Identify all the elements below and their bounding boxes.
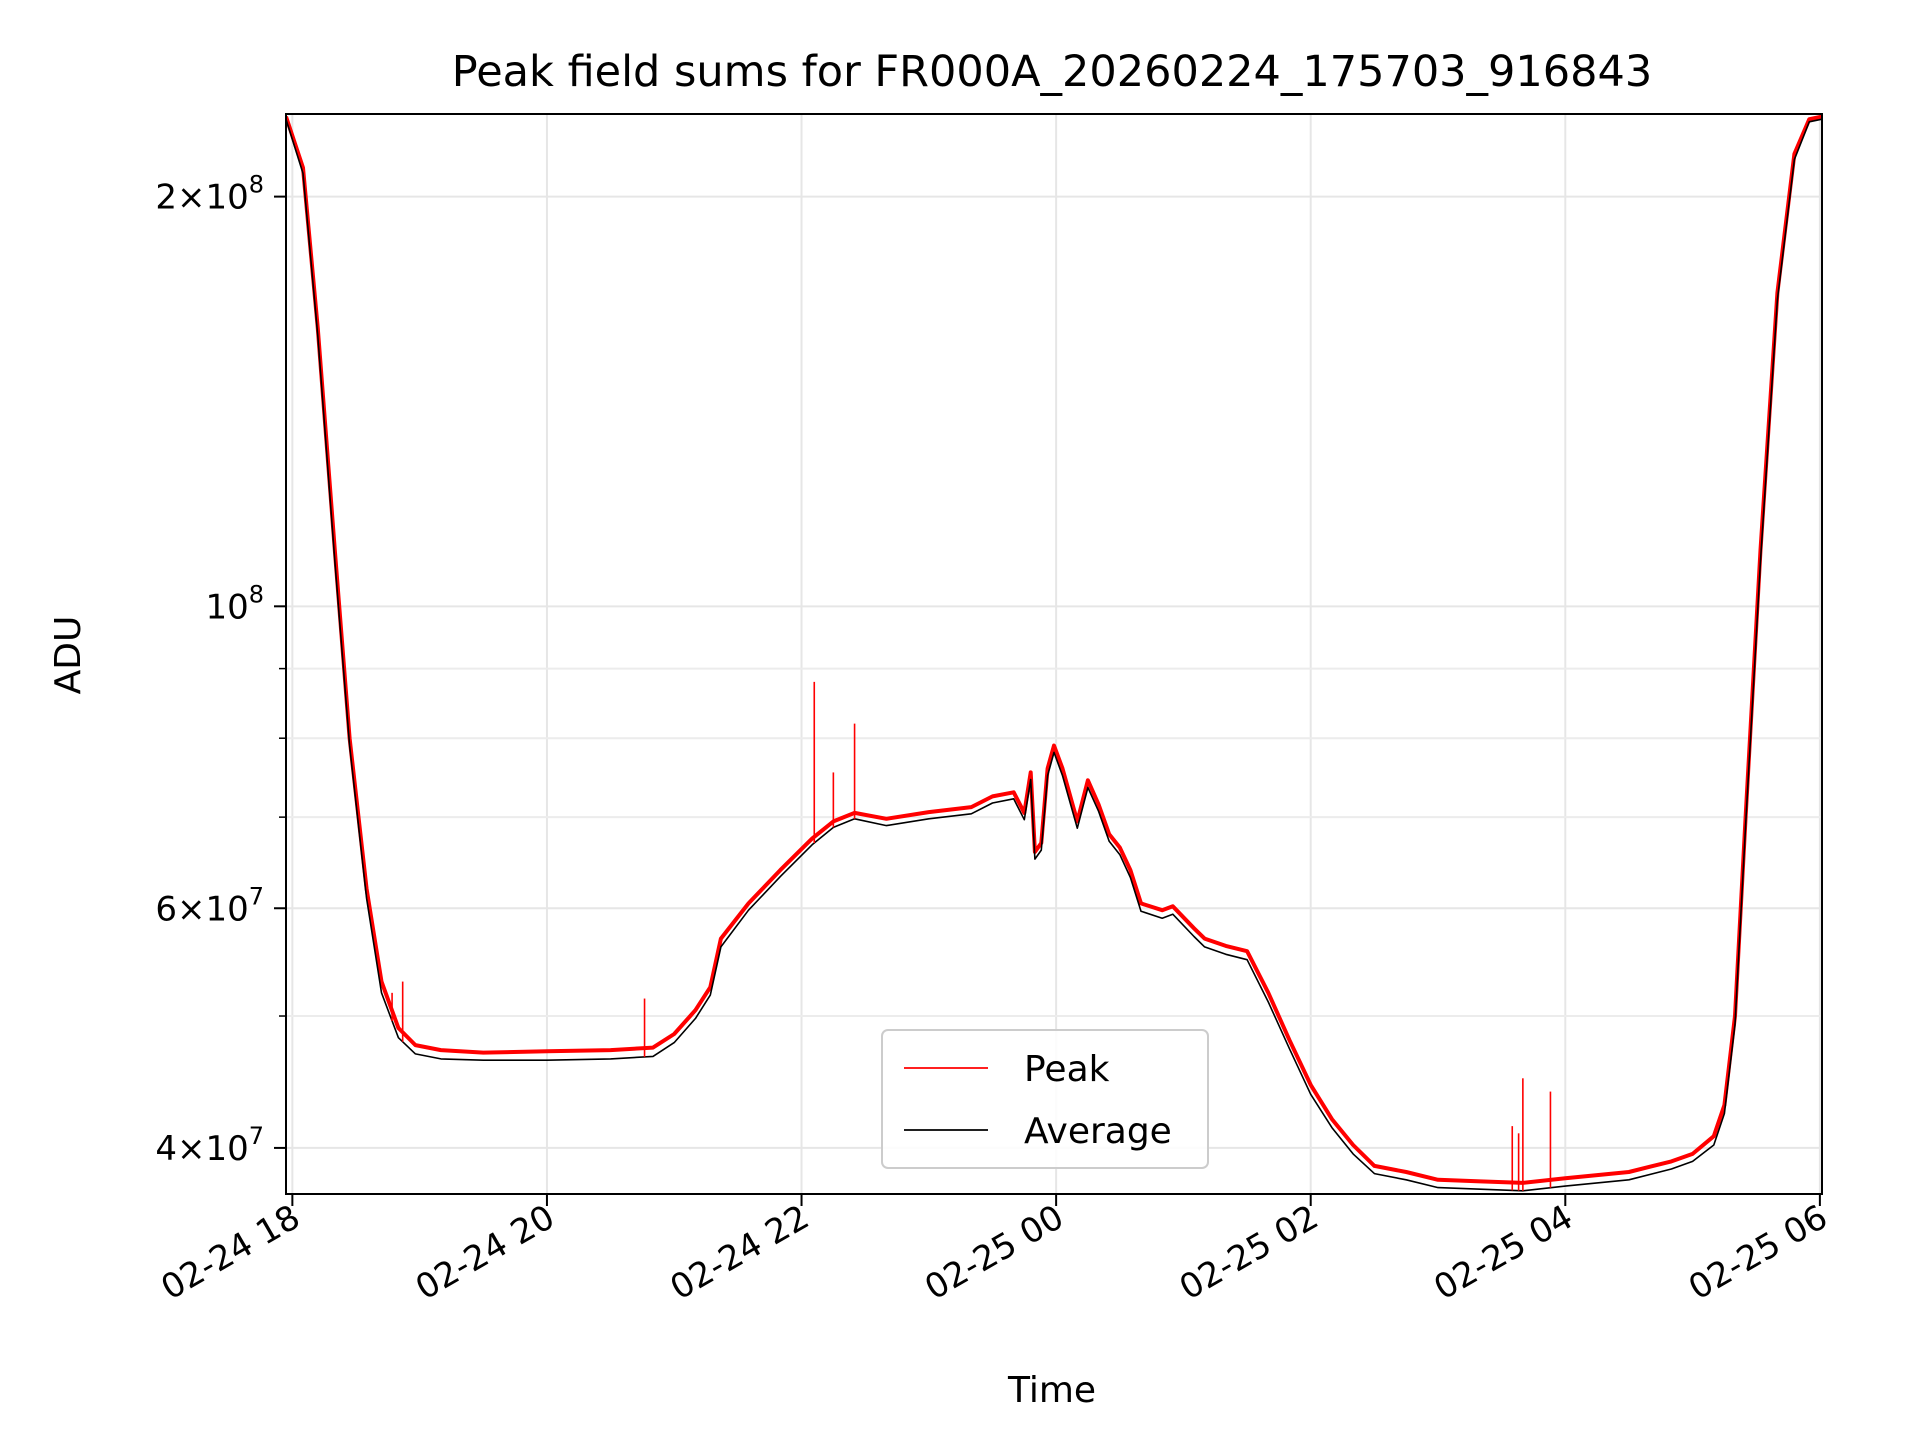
- y-axis-label: ADU: [48, 616, 89, 695]
- plot-frame: [285, 113, 1823, 1195]
- legend-box: [881, 1029, 1209, 1169]
- series-line-peak: [286, 114, 1822, 1185]
- series-layer: [286, 114, 1822, 1192]
- series-line-average: [286, 118, 1822, 1192]
- chart-title: Peak field sums for FR000A_20260224_1757…: [452, 47, 1652, 97]
- y-axis: 4×107 6×107 108 2×108: [155, 171, 286, 1169]
- grid: [286, 114, 1822, 1194]
- y-tick-label: 6×107: [155, 882, 264, 929]
- y-tick-label: 108: [205, 580, 264, 627]
- x-axis-label: Time: [1007, 1370, 1096, 1411]
- y-tick-label: 2×108: [155, 171, 264, 218]
- y-tick-label: 4×107: [155, 1122, 264, 1169]
- legend-label-peak: Peak: [1024, 1049, 1110, 1090]
- legend: Peak Average: [881, 1029, 1209, 1169]
- legend-label-average: Average: [1024, 1111, 1172, 1152]
